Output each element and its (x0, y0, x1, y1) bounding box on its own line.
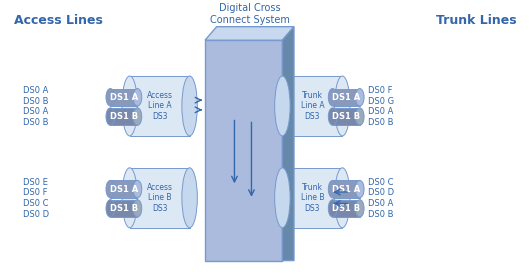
Text: DS0 F: DS0 F (23, 188, 48, 197)
Text: DS1 A: DS1 A (110, 185, 138, 193)
Ellipse shape (106, 108, 114, 125)
Text: DS1 B: DS1 B (110, 112, 138, 121)
Text: Access
Line A
DS3: Access Line A DS3 (147, 91, 173, 121)
Bar (333, 88, 360, 106)
Ellipse shape (122, 168, 137, 228)
Text: DS0 D: DS0 D (368, 188, 394, 197)
Text: DS1 B: DS1 B (332, 204, 360, 213)
Text: Trunk
Line B
DS3: Trunk Line B DS3 (301, 183, 324, 213)
Text: DS0 C: DS0 C (23, 199, 49, 208)
Text: Trunk Lines: Trunk Lines (436, 14, 516, 27)
Text: Trunk
Line A
DS3: Trunk Line A DS3 (301, 91, 324, 121)
Text: DS0 A: DS0 A (368, 107, 393, 116)
Bar (282, 168, 342, 228)
Ellipse shape (328, 200, 337, 217)
Ellipse shape (275, 76, 290, 136)
Bar (205, 40, 282, 260)
Ellipse shape (328, 108, 337, 125)
Text: DS0 A: DS0 A (23, 86, 49, 95)
Text: DS1 B: DS1 B (332, 112, 360, 121)
Text: DS0 D: DS0 D (23, 210, 49, 219)
Ellipse shape (106, 200, 114, 217)
Ellipse shape (106, 180, 114, 198)
Ellipse shape (182, 168, 197, 228)
Ellipse shape (356, 108, 364, 125)
Ellipse shape (334, 76, 350, 136)
Text: Digital Cross
Connect System: Digital Cross Connect System (209, 3, 289, 25)
Text: DS1 B: DS1 B (110, 204, 138, 213)
Bar (333, 108, 360, 125)
Text: DS0 B: DS0 B (368, 118, 393, 127)
Bar (110, 108, 137, 125)
Text: DS0 E: DS0 E (23, 178, 48, 187)
Ellipse shape (133, 88, 142, 106)
Text: DS0 B: DS0 B (368, 210, 393, 219)
Ellipse shape (106, 88, 114, 106)
Text: DS0 A: DS0 A (368, 199, 393, 208)
Polygon shape (205, 27, 294, 40)
Ellipse shape (328, 180, 337, 198)
Text: DS0 A: DS0 A (23, 107, 49, 116)
Bar (130, 168, 190, 228)
Text: DS1 A: DS1 A (332, 93, 360, 102)
Bar (110, 180, 137, 198)
Ellipse shape (275, 168, 290, 228)
Ellipse shape (133, 200, 142, 217)
Ellipse shape (133, 180, 142, 198)
Text: DS0 C: DS0 C (368, 178, 393, 187)
Bar (110, 88, 137, 106)
Text: Access
Line B
DS3: Access Line B DS3 (147, 183, 173, 213)
Ellipse shape (182, 76, 197, 136)
Text: DS0 B: DS0 B (23, 97, 49, 106)
Ellipse shape (334, 168, 350, 228)
Text: DS1 A: DS1 A (110, 93, 138, 102)
Text: DS0 G: DS0 G (368, 97, 394, 106)
Polygon shape (282, 27, 294, 260)
Bar (333, 200, 360, 217)
Ellipse shape (328, 88, 337, 106)
Ellipse shape (356, 88, 364, 106)
Ellipse shape (122, 76, 137, 136)
Ellipse shape (356, 200, 364, 217)
Text: DS1 A: DS1 A (332, 185, 360, 193)
Bar (130, 76, 190, 136)
Text: DS0 F: DS0 F (368, 86, 392, 95)
Text: DS0 B: DS0 B (23, 118, 49, 127)
Text: Access Lines: Access Lines (14, 14, 102, 27)
Bar (282, 76, 342, 136)
Bar (333, 180, 360, 198)
Bar (110, 200, 137, 217)
Ellipse shape (356, 180, 364, 198)
Ellipse shape (133, 108, 142, 125)
